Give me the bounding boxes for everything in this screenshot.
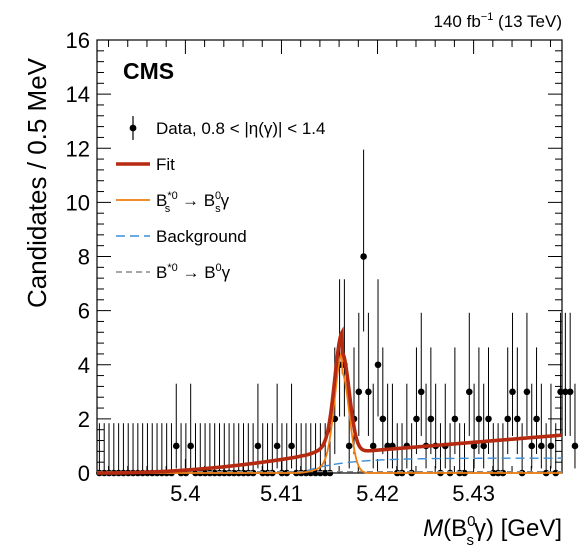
- legend-peaking-label: B*0 → B0γ: [156, 262, 231, 282]
- data-point: [509, 388, 516, 396]
- legend-background-label: Background: [156, 227, 247, 246]
- data-point: [485, 415, 492, 423]
- data-point: [528, 442, 536, 450]
- data-point: [562, 388, 569, 396]
- legend-data: Data, 0.8 < |η(γ)| < 1.4: [129, 116, 325, 140]
- data-point: [187, 442, 194, 450]
- legend-data-label: Data, 0.8 < |η(γ)| < 1.4: [156, 119, 325, 138]
- x-tick-label: 5.41: [260, 481, 303, 506]
- y-tick-label: 16: [66, 28, 90, 53]
- data-point: [172, 442, 180, 450]
- legend-fit: Fit: [116, 155, 175, 174]
- lumi-exponent: −1: [481, 11, 494, 23]
- legend-signal-label: B*0 s → B0 sγ: [156, 190, 230, 215]
- y-tick-label: 6: [78, 299, 90, 324]
- data-point: [321, 469, 329, 477]
- legend: Data, 0.8 < |η(γ)| < 1.4 Fit B*0 s → B0 sγ…: [116, 116, 325, 282]
- data-point: [417, 388, 425, 396]
- y-tick-label: 12: [66, 136, 90, 161]
- x-axis-title-close: γ) [GeV]: [474, 515, 562, 542]
- y-tick-label: 2: [78, 407, 90, 432]
- data-point: [273, 442, 281, 450]
- legend-signal: B*0 s → B0 sγ: [116, 190, 230, 215]
- legend-signal-base: B: [156, 191, 167, 210]
- data-point: [465, 388, 473, 396]
- energy-label: (13 TeV): [493, 12, 562, 31]
- x-tick-label: 5.42: [356, 481, 399, 506]
- legend-signal-sub: s: [165, 203, 171, 215]
- legend-peaking-sup: *0: [167, 262, 177, 274]
- x-tick-label: 5.43: [452, 481, 495, 506]
- data-point: [374, 361, 382, 369]
- y-axis-title: Candidates / 0.5 MeV: [22, 57, 52, 308]
- data-point: [413, 415, 420, 423]
- data-point: [451, 415, 459, 423]
- legend-peaking-tail: γ: [222, 263, 231, 282]
- fit-curve: [97, 326, 563, 475]
- data-point: [355, 388, 363, 396]
- y-tick-label: 14: [66, 82, 90, 107]
- x-axis-title-italic: M: [423, 515, 443, 542]
- data-point: [533, 415, 540, 423]
- data-point: [326, 469, 334, 477]
- data-point: [379, 415, 387, 423]
- legend-peaking: B*0 → B0γ: [116, 262, 231, 282]
- data-point: [571, 442, 579, 450]
- legend-signal-sup2: 0: [215, 190, 221, 202]
- data-point: [523, 388, 531, 396]
- y-axis: 0 2 4 6 8 10 12 14 16: [66, 28, 562, 486]
- y-tick-label: 10: [66, 190, 90, 215]
- experiment-label: CMS: [123, 58, 174, 84]
- x-axis-title-sup: 0: [467, 513, 475, 530]
- legend-signal-sup: *0: [167, 190, 177, 202]
- fit-curves: [97, 326, 563, 475]
- y-tick-label: 0: [78, 461, 90, 486]
- data-point: [538, 442, 545, 450]
- legend-signal-sub2: s: [215, 203, 221, 215]
- legend-peaking-arrow: → B: [178, 263, 216, 282]
- data-point: [254, 442, 262, 450]
- data-point: [288, 442, 295, 450]
- legend-signal-arrow: → B: [177, 191, 215, 210]
- legend-signal-tail: γ: [221, 191, 230, 210]
- legend-fit-label: Fit: [156, 155, 175, 174]
- data-point: [557, 388, 564, 396]
- x-axis-title-open: (B: [443, 515, 467, 542]
- lumi-value: 140 fb: [434, 12, 481, 31]
- legend-peaking-sup2: 0: [216, 262, 222, 274]
- data-point: [345, 442, 353, 450]
- x-axis-title-sub: s: [466, 532, 474, 549]
- legend-peaking-base: B: [156, 263, 167, 282]
- y-tick-label: 8: [78, 245, 90, 270]
- data-point: [504, 415, 512, 423]
- x-tick-label: 5.4: [170, 481, 201, 506]
- data-point: [360, 253, 367, 260]
- signal-curve: [97, 349, 562, 474]
- data-point: [480, 442, 487, 450]
- legend-background: Background: [116, 227, 247, 246]
- x-axis-title: M(B0 sγ) [GeV]: [423, 513, 562, 549]
- data-point: [365, 388, 372, 396]
- plot-frame: [96, 39, 563, 474]
- data-point: [514, 415, 521, 423]
- data-point: [566, 388, 574, 396]
- data-point: [427, 415, 435, 423]
- data-point: [369, 442, 377, 450]
- y-tick-label: 4: [78, 353, 90, 378]
- data-point: [547, 442, 555, 450]
- data-point: [475, 415, 483, 423]
- data-point: [470, 442, 478, 450]
- lumi-label: 140 fb−1 (13 TeV): [434, 11, 562, 31]
